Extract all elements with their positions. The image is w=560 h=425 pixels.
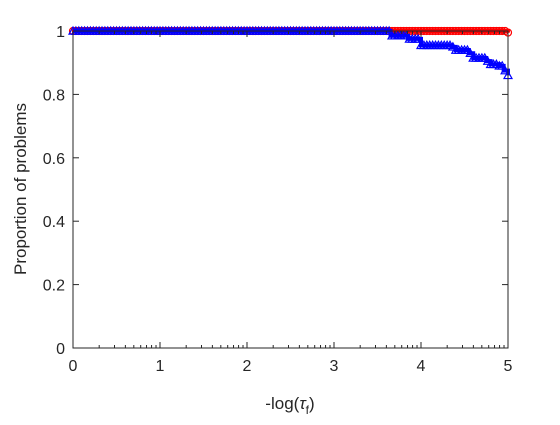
x-ticks: 0 1 2 3 4 5 [69, 31, 513, 375]
y-tick-label: 0.8 [43, 87, 65, 104]
y-tick-label: 0 [56, 341, 65, 358]
y-tick-label: 0.6 [43, 151, 65, 168]
x-tick-label: 5 [504, 358, 513, 375]
series-2-marker [413, 33, 424, 43]
series-2-marker [465, 47, 476, 57]
x-axis-label-close: ) [309, 394, 315, 413]
series-2-line [73, 29, 510, 76]
axes [72, 30, 509, 349]
x-tick-label: 4 [417, 358, 426, 375]
x-tick-label: 2 [243, 358, 252, 375]
y-tick-label: 1 [56, 24, 65, 41]
x-axis-label-subscript: f [306, 403, 310, 417]
y-tick-label: 0.2 [43, 278, 65, 295]
x-axis-label: -log(τf) [265, 394, 314, 417]
x-tick-label: 0 [69, 358, 78, 375]
series-2-marker [497, 60, 508, 70]
plot-area-frame [72, 30, 509, 349]
y-tick-label: 0.4 [43, 214, 65, 231]
x-axis-label-tau: τ [299, 394, 307, 413]
y-ticks: 0 0.2 0.4 0.6 0.8 1 [43, 24, 508, 358]
x-tick-label: 3 [330, 358, 339, 375]
series-2-marker [500, 65, 511, 75]
x-axis-label-main: -log( [265, 394, 299, 413]
series-layer [67, 25, 514, 80]
y-axis-label: Proportion of problems [11, 103, 30, 275]
x-tick-label: 1 [156, 358, 165, 375]
